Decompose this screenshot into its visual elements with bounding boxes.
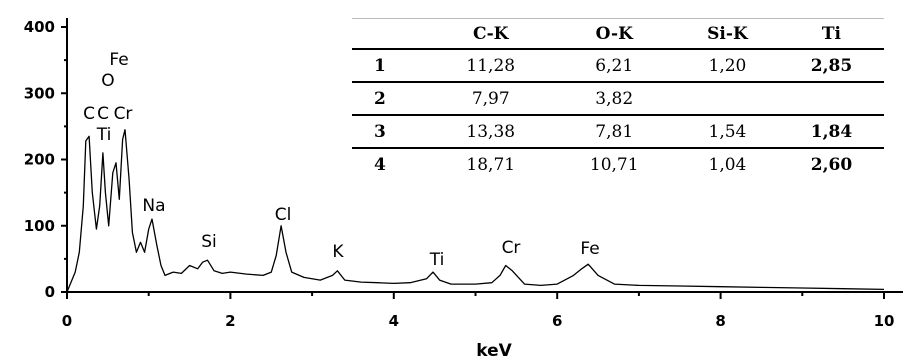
table-header-cell [352, 19, 429, 50]
table-cell: 10,71 [589, 154, 639, 175]
peak-label: Cr [502, 238, 521, 258]
table-cell: 6,21 [552, 49, 676, 83]
table-cell: 2,85 [778, 49, 884, 83]
table-cell: 1,04 [708, 154, 747, 175]
y-tick-label: 0 [45, 283, 55, 301]
table-cell: 2,60 [810, 154, 853, 175]
y-tick-label: 400 [24, 18, 55, 36]
spectrum-line [66, 129, 885, 293]
x-tick-label: 10 [874, 312, 895, 330]
table-header-row: C-K O-K Si-K Ti [352, 19, 884, 50]
table-cell: 7,81 [552, 115, 676, 149]
table-header-cell: C-K [429, 19, 553, 50]
table-cell: 18,71 [466, 154, 516, 175]
peak-label: Ti [96, 125, 112, 145]
table-row: 1 11,28 6,21 1,20 2,85 [352, 49, 884, 83]
table-header-cell: Ti [778, 19, 884, 50]
x-tick-label: 4 [389, 312, 399, 330]
table-cell [778, 82, 884, 116]
table-header-cell: Si-K [675, 19, 779, 50]
table-cell [675, 82, 779, 116]
peak-label: K [332, 242, 344, 262]
row-number: 3 [352, 115, 429, 149]
table-top-rule [352, 18, 884, 19]
x-tick-label: 8 [715, 312, 725, 330]
peak-label: C [83, 104, 95, 124]
table-row: 4 18,71 10,71 1,04 2,60 [352, 148, 884, 180]
peak-label: Cl [275, 205, 292, 225]
table-cell: 1,84 [778, 115, 884, 149]
row-number: 2 [352, 82, 429, 116]
y-tick-label: 100 [24, 217, 55, 235]
peak-label: Ti [429, 250, 445, 270]
table-header-cell: O-K [552, 19, 676, 50]
peak-label: Fe [580, 239, 599, 259]
y-tick-label: 200 [24, 151, 55, 169]
x-axis-title: keV [476, 341, 512, 361]
y-tick-label: 300 [24, 84, 55, 102]
table-row: 2 7,97 3,82 [352, 82, 884, 116]
peak-label: C [97, 104, 109, 124]
table-cell: 3,82 [552, 82, 676, 116]
table-cell: 1,54 [675, 115, 779, 149]
table-row: 3 13,38 7,81 1,54 1,84 [352, 115, 884, 149]
peak-label: Fe [109, 50, 128, 70]
x-tick-label: 6 [552, 312, 562, 330]
x-tick-label: 0 [62, 312, 72, 330]
row-number: 1 [352, 49, 429, 83]
table-cell: 7,97 [429, 82, 553, 116]
table-cell: 11,28 [429, 49, 553, 83]
row-number: 4 [374, 154, 386, 175]
table-cell: 1,20 [675, 49, 779, 83]
table-cell: 13,38 [429, 115, 553, 149]
peak-label: Si [201, 232, 217, 252]
peak-label: Na [142, 196, 165, 216]
composition-table: C-K O-K Si-K Ti 1 11,28 6,21 1,20 2,85 2… [352, 19, 884, 180]
peak-label: O [101, 71, 114, 91]
x-tick-label: 2 [225, 312, 235, 330]
peak-label: Cr [114, 104, 133, 124]
